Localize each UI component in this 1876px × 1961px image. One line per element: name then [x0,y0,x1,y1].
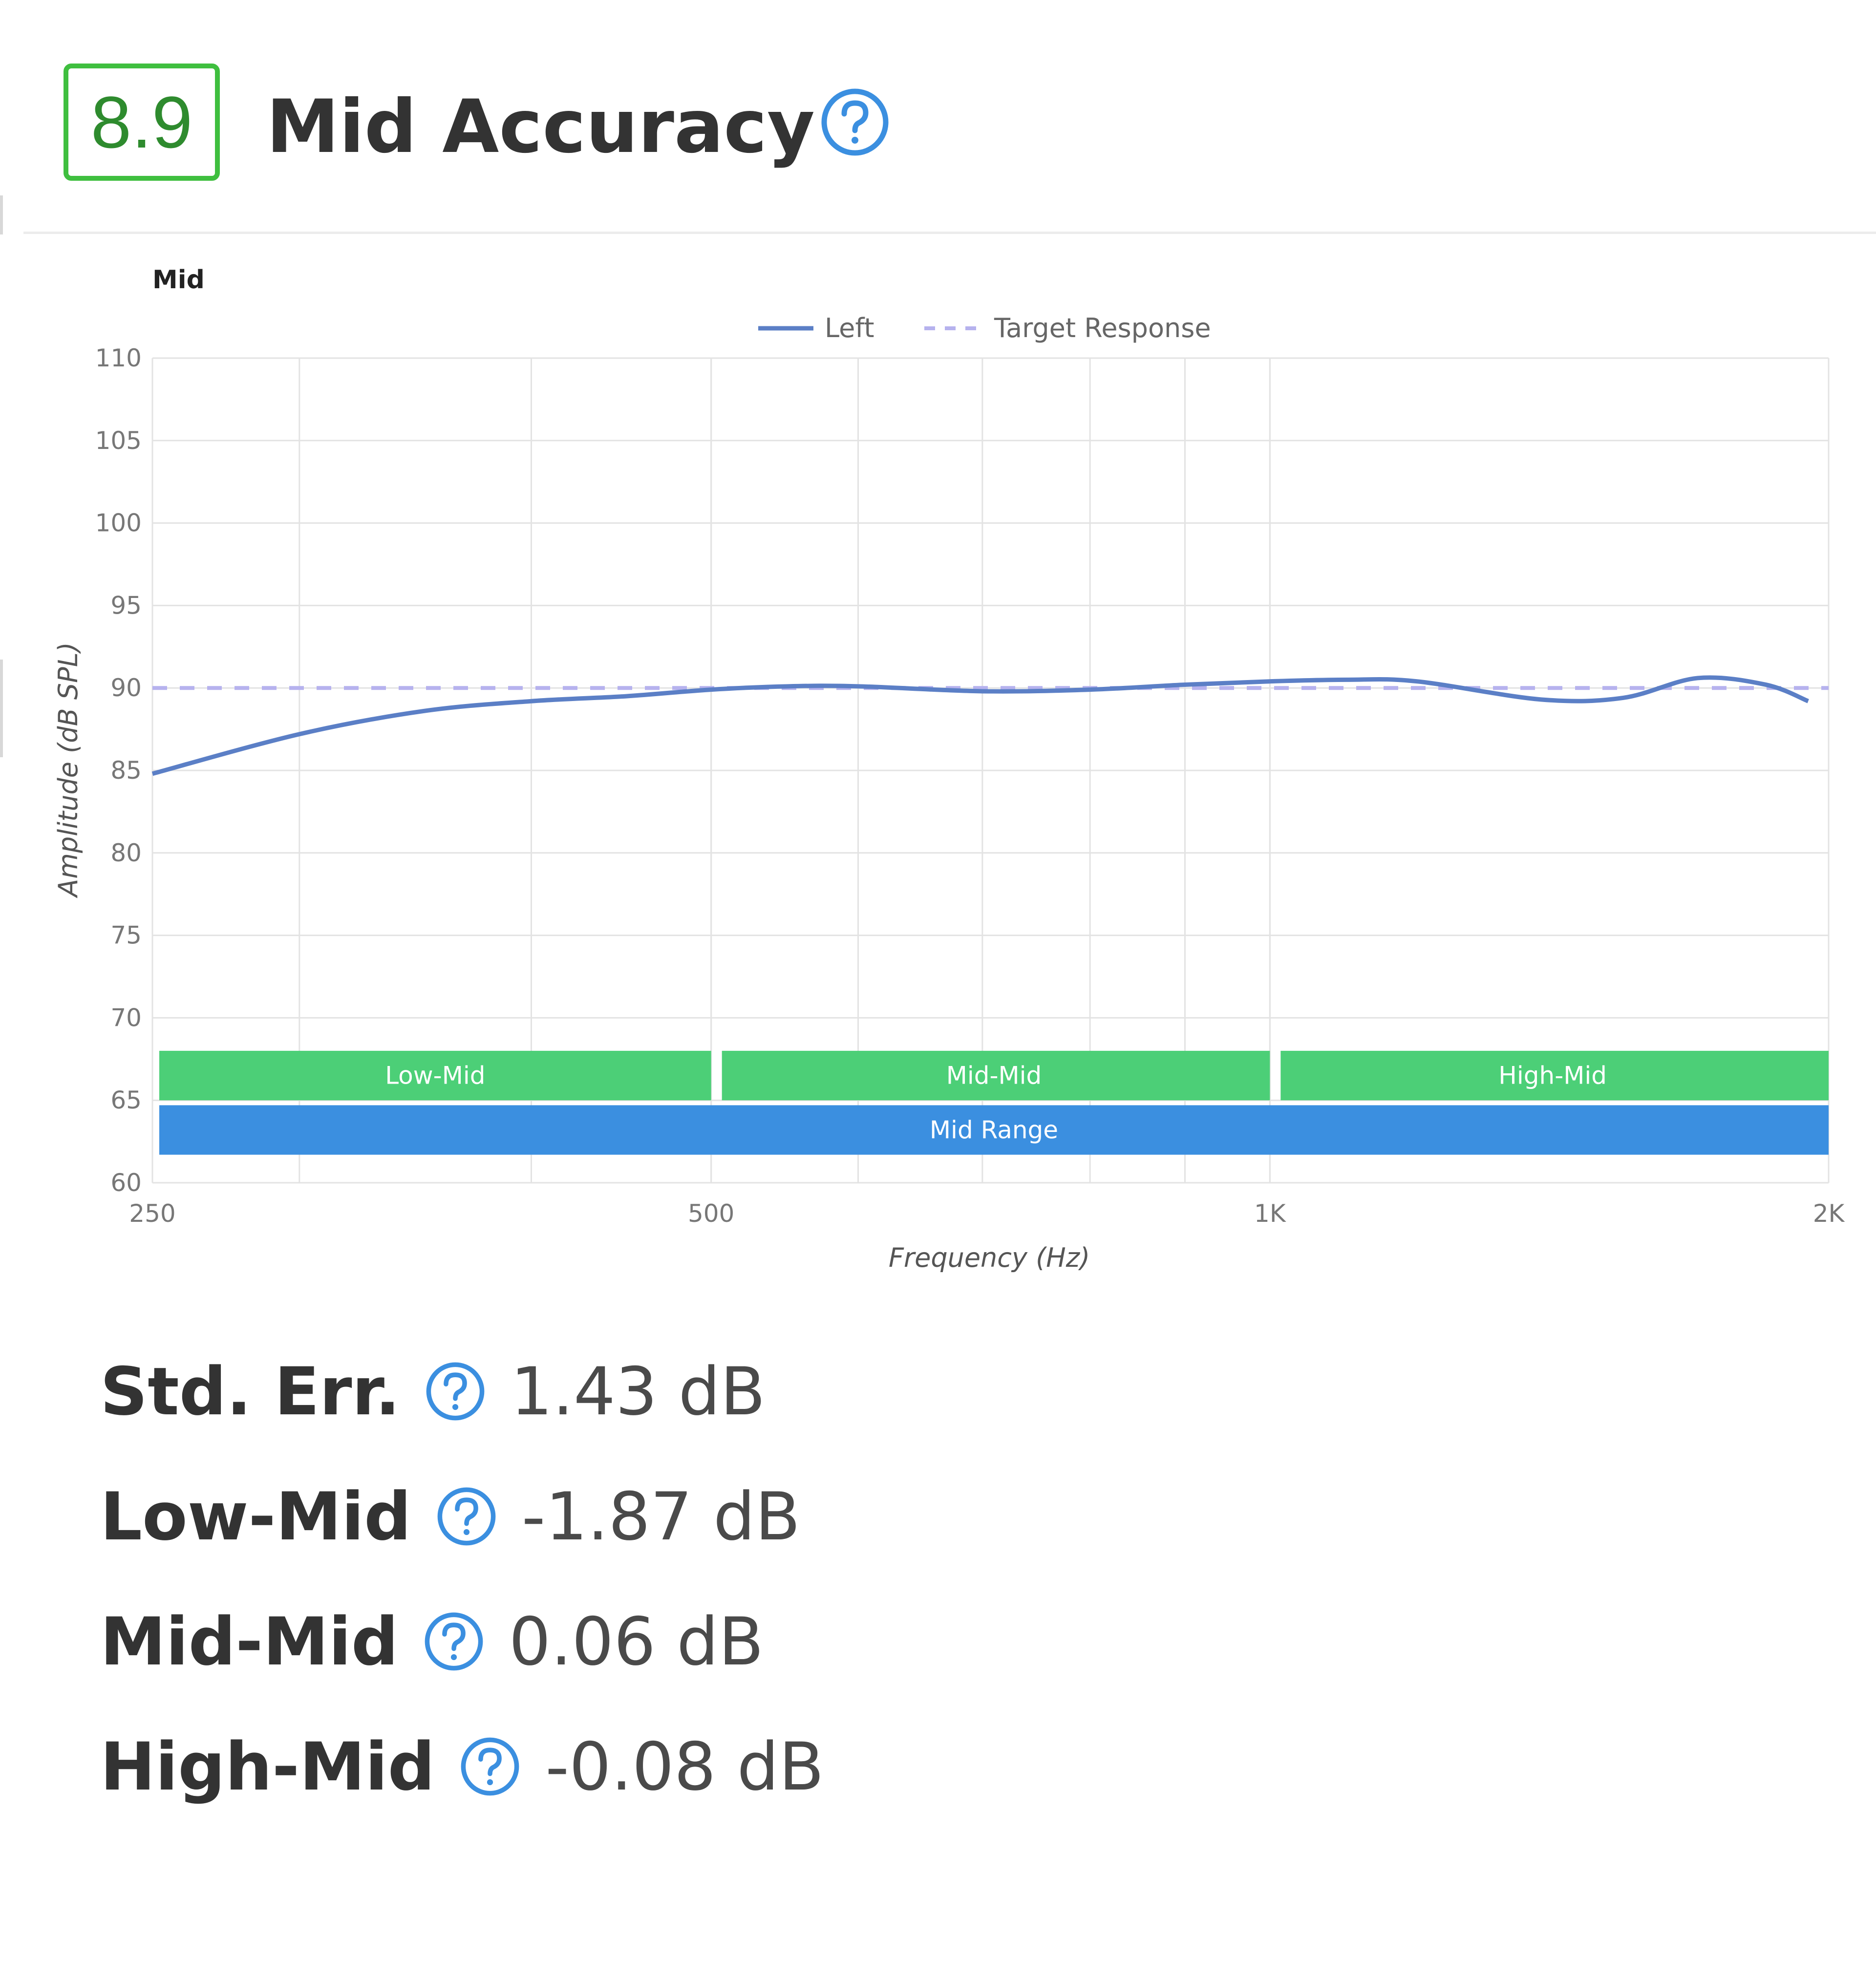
frequency-band: Mid-Mid [722,1050,1270,1101]
x-tick-label: 1K [1254,1199,1286,1228]
chart-title: Mid [152,265,205,295]
chart-series [151,675,1829,776]
question-circle-icon[interactable] [424,1360,487,1423]
frequency-band-label: Low-Mid [385,1062,485,1090]
metric-row-mid-mid: Mid-Mid 0.06 dB [100,1579,1761,1704]
y-tick-label: 110 [95,344,142,372]
y-tick-label: 75 [110,921,142,950]
y-axis-label: Amplitude (dB SPL) [53,642,84,898]
y-tick-label: 80 [110,839,142,867]
frequency-response-chart: Low-Mid Mid-Mid High-Mid Mid Range 60 65 70 75… [0,244,1876,1295]
chart-svg: Low-Mid Mid-Mid High-Mid Mid Range 60 65 70 75… [53,265,1845,1273]
metric-row-low-mid: Low-Mid -1.87 dB [100,1454,1761,1579]
question-circle-icon[interactable] [458,1735,522,1798]
y-tick-label: 95 [110,591,142,619]
chart-grid [151,357,1830,1184]
frequency-band-label: High-Mid [1498,1062,1607,1090]
frequency-band: High-Mid [1280,1050,1829,1101]
frequency-band: Low-Mid [159,1050,711,1101]
series-line-left [151,675,1809,776]
left-edge-mark [0,660,3,757]
legend-label-target: Target Response [994,313,1211,343]
x-tick-label: 250 [129,1199,175,1228]
frequency-bands: Low-Mid Mid-Mid High-Mid Mid Range [159,1050,1829,1155]
left-edge-mark [0,195,3,234]
x-tick-label: 2K [1813,1199,1845,1228]
frequency-band-bar [1280,1050,1829,1101]
y-tick-label: 70 [110,1003,142,1032]
frequency-band-bar [159,1050,711,1101]
question-circle-icon[interactable] [422,1610,486,1673]
frequency-band-label: Mid-Mid [946,1062,1042,1090]
frequency-band-bar [722,1050,1270,1101]
metrics-list: Std. Err. 1.43 dB Low-Mid -1.87 dB Mid-M… [100,1329,1761,1829]
metric-label: High-Mid [100,1728,435,1805]
chart-axes: 60 65 70 75 80 85 90 95 100 105 110 250 500 1K 2K [95,344,1845,1228]
metric-value: 1.43 dB [511,1353,766,1430]
y-tick-label: 100 [95,509,142,537]
x-axis-label: Frequency (Hz) [889,1242,1090,1273]
y-tick-label: 65 [110,1086,142,1114]
frequency-band-bar [159,1105,1829,1155]
chart-legend: Left Target Response [758,313,1211,343]
score-badge: 8.9 [64,64,220,181]
x-tick-label: 500 [688,1199,734,1228]
header-divider [23,232,1876,234]
metric-value: -1.87 dB [521,1478,801,1555]
metric-label: Low-Mid [100,1478,411,1555]
y-tick-label: 105 [95,426,142,455]
metric-value: 0.06 dB [509,1603,764,1680]
y-tick-label: 90 [110,674,142,702]
metric-row-high-mid: High-Mid -0.08 dB [100,1704,1761,1829]
metric-label: Std. Err. [100,1353,401,1430]
frequency-band-label: Mid Range [930,1116,1058,1144]
score-header: 8.9 Mid Accuracy [0,0,1876,234]
question-circle-icon[interactable] [818,85,892,159]
metric-row-std-err: Std. Err. 1.43 dB [100,1329,1761,1454]
metric-value: -0.08 dB [545,1728,824,1805]
section-title: Mid Accuracy [266,85,815,170]
y-tick-label: 85 [110,756,142,785]
frequency-band: Mid Range [159,1105,1829,1155]
metric-label: Mid-Mid [100,1603,399,1680]
question-circle-icon[interactable] [435,1485,498,1548]
legend-label-left: Left [825,313,874,343]
y-tick-label: 60 [110,1169,142,1197]
